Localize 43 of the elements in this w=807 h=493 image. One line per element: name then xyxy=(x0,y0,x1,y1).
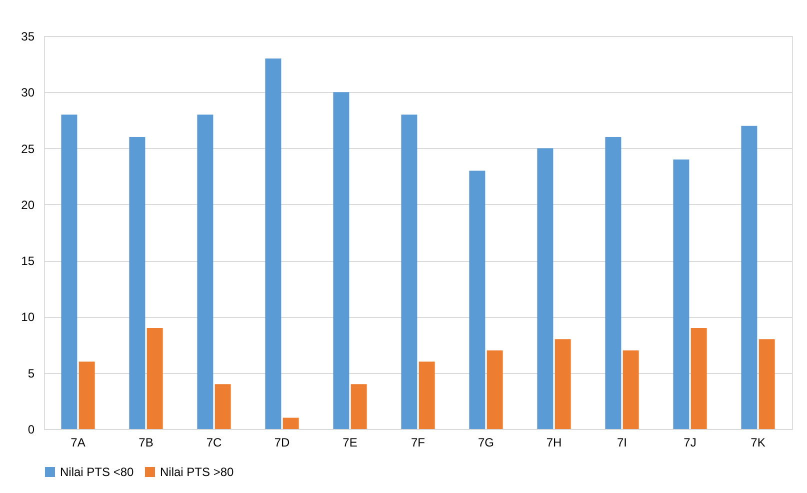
bar xyxy=(690,328,707,429)
bar xyxy=(486,350,503,429)
y-tick-label: 35 xyxy=(21,30,35,44)
x-tick-label: 7B xyxy=(138,436,154,450)
bar xyxy=(758,339,775,429)
x-tick-label: 7J xyxy=(684,436,696,450)
bar xyxy=(741,126,758,429)
y-tick-label: 30 xyxy=(21,86,35,100)
bar xyxy=(265,58,282,429)
bar xyxy=(673,160,690,429)
legend-label: Nilai PTS <80 xyxy=(60,465,134,479)
x-tick-label: 7I xyxy=(616,436,628,450)
bar xyxy=(469,170,486,429)
y-tick-label: 20 xyxy=(21,198,35,212)
x-tick-label: 7F xyxy=(410,436,426,450)
bar xyxy=(622,350,639,429)
bar xyxy=(282,418,299,429)
legend-label: Nilai PTS >80 xyxy=(160,465,234,479)
bar xyxy=(214,384,231,429)
y-tick-label: 10 xyxy=(21,310,35,324)
x-tick-label: 7K xyxy=(750,436,766,450)
bar xyxy=(333,92,350,429)
bar xyxy=(537,148,554,429)
bar xyxy=(350,384,367,429)
x-tick-label: 7E xyxy=(342,436,358,450)
bar xyxy=(401,114,418,429)
bar xyxy=(61,114,78,429)
y-tick-label: 5 xyxy=(28,366,35,380)
bar xyxy=(554,339,571,429)
x-tick-label: 7C xyxy=(206,436,222,450)
bar xyxy=(129,137,146,429)
x-tick-label: 7A xyxy=(70,436,86,450)
bar xyxy=(418,362,435,429)
x-tick-label: 7G xyxy=(478,436,494,450)
y-tick-label: 25 xyxy=(21,142,35,156)
y-tick-label: 15 xyxy=(21,254,35,268)
bar xyxy=(605,137,622,429)
bar xyxy=(78,362,95,429)
x-tick-label: 7D xyxy=(274,436,290,450)
bar xyxy=(197,114,214,429)
y-tick-label: 0 xyxy=(28,422,35,436)
x-tick-label: 7H xyxy=(546,436,562,450)
bar xyxy=(146,328,163,429)
